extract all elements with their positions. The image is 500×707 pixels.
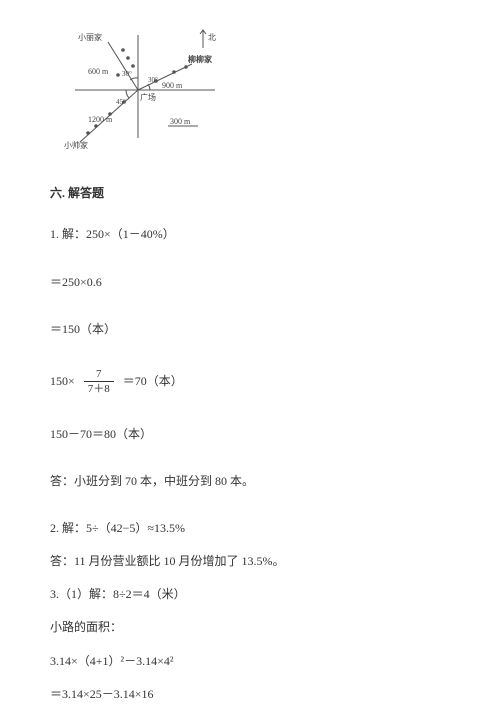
lbl-leftdist: 600 m: [88, 67, 109, 76]
lbl-topleft: 小丽家: [78, 32, 102, 42]
q3-line1: 3.（1）解：8÷2＝4（米）: [50, 585, 450, 604]
diagram-svg: 小丽家 柳柳家 600 m 900 m 广场 1200 m 300 m 小帅家 …: [60, 20, 230, 150]
lbl-center: 广场: [140, 92, 156, 102]
q1-line1: 1. 解：250×（1－40%）: [50, 225, 450, 244]
q1-line2: ＝250×0.6: [50, 273, 450, 292]
q1-line5: 150－70＝80（本）: [50, 425, 450, 444]
q1-l4a: 150×: [50, 374, 75, 388]
q1-answer: 答：小班分到 70 本，中班分到 80 本。: [50, 472, 450, 491]
section-title: 六. 解答题: [50, 184, 450, 203]
q1-line3: ＝150（本）: [50, 320, 450, 339]
lbl-scale: 300 m: [170, 117, 191, 126]
q1-line4: 150× 7 7＋8 ＝70（本）: [50, 367, 450, 397]
frac-num: 7: [84, 367, 114, 382]
lbl-rightdist: 900 m: [162, 81, 183, 90]
fraction: 7 7＋8: [84, 367, 114, 397]
frac-den: 7＋8: [84, 382, 114, 396]
q2-answer: 答：11 月份营业额比 10 月份增加了 13.5%。: [50, 552, 450, 571]
q3-line2: 小路的面积：: [50, 618, 450, 637]
q2-line1: 2. 解：5÷（42−5）≈13.5%: [50, 519, 450, 538]
lbl-ang2: 30°: [148, 76, 158, 84]
q3-line3: 3.14×（4+1）²－3.14×4²: [50, 652, 450, 671]
q3-line4: ＝3.14×25－3.14×16: [50, 685, 450, 704]
q1-l4b: ＝70（本）: [123, 374, 183, 388]
lbl-bottomleft: 小帅家: [64, 140, 88, 150]
lbl-right: 柳柳家: [188, 54, 213, 64]
lbl-ang3: 45°: [116, 98, 126, 106]
lbl-ang1: 30°: [122, 70, 132, 78]
location-diagram: 小丽家 柳柳家 600 m 900 m 广场 1200 m 300 m 小帅家 …: [60, 20, 450, 156]
lbl-north: 北: [208, 33, 216, 42]
lbl-bottomdist: 1200 m: [88, 115, 113, 124]
